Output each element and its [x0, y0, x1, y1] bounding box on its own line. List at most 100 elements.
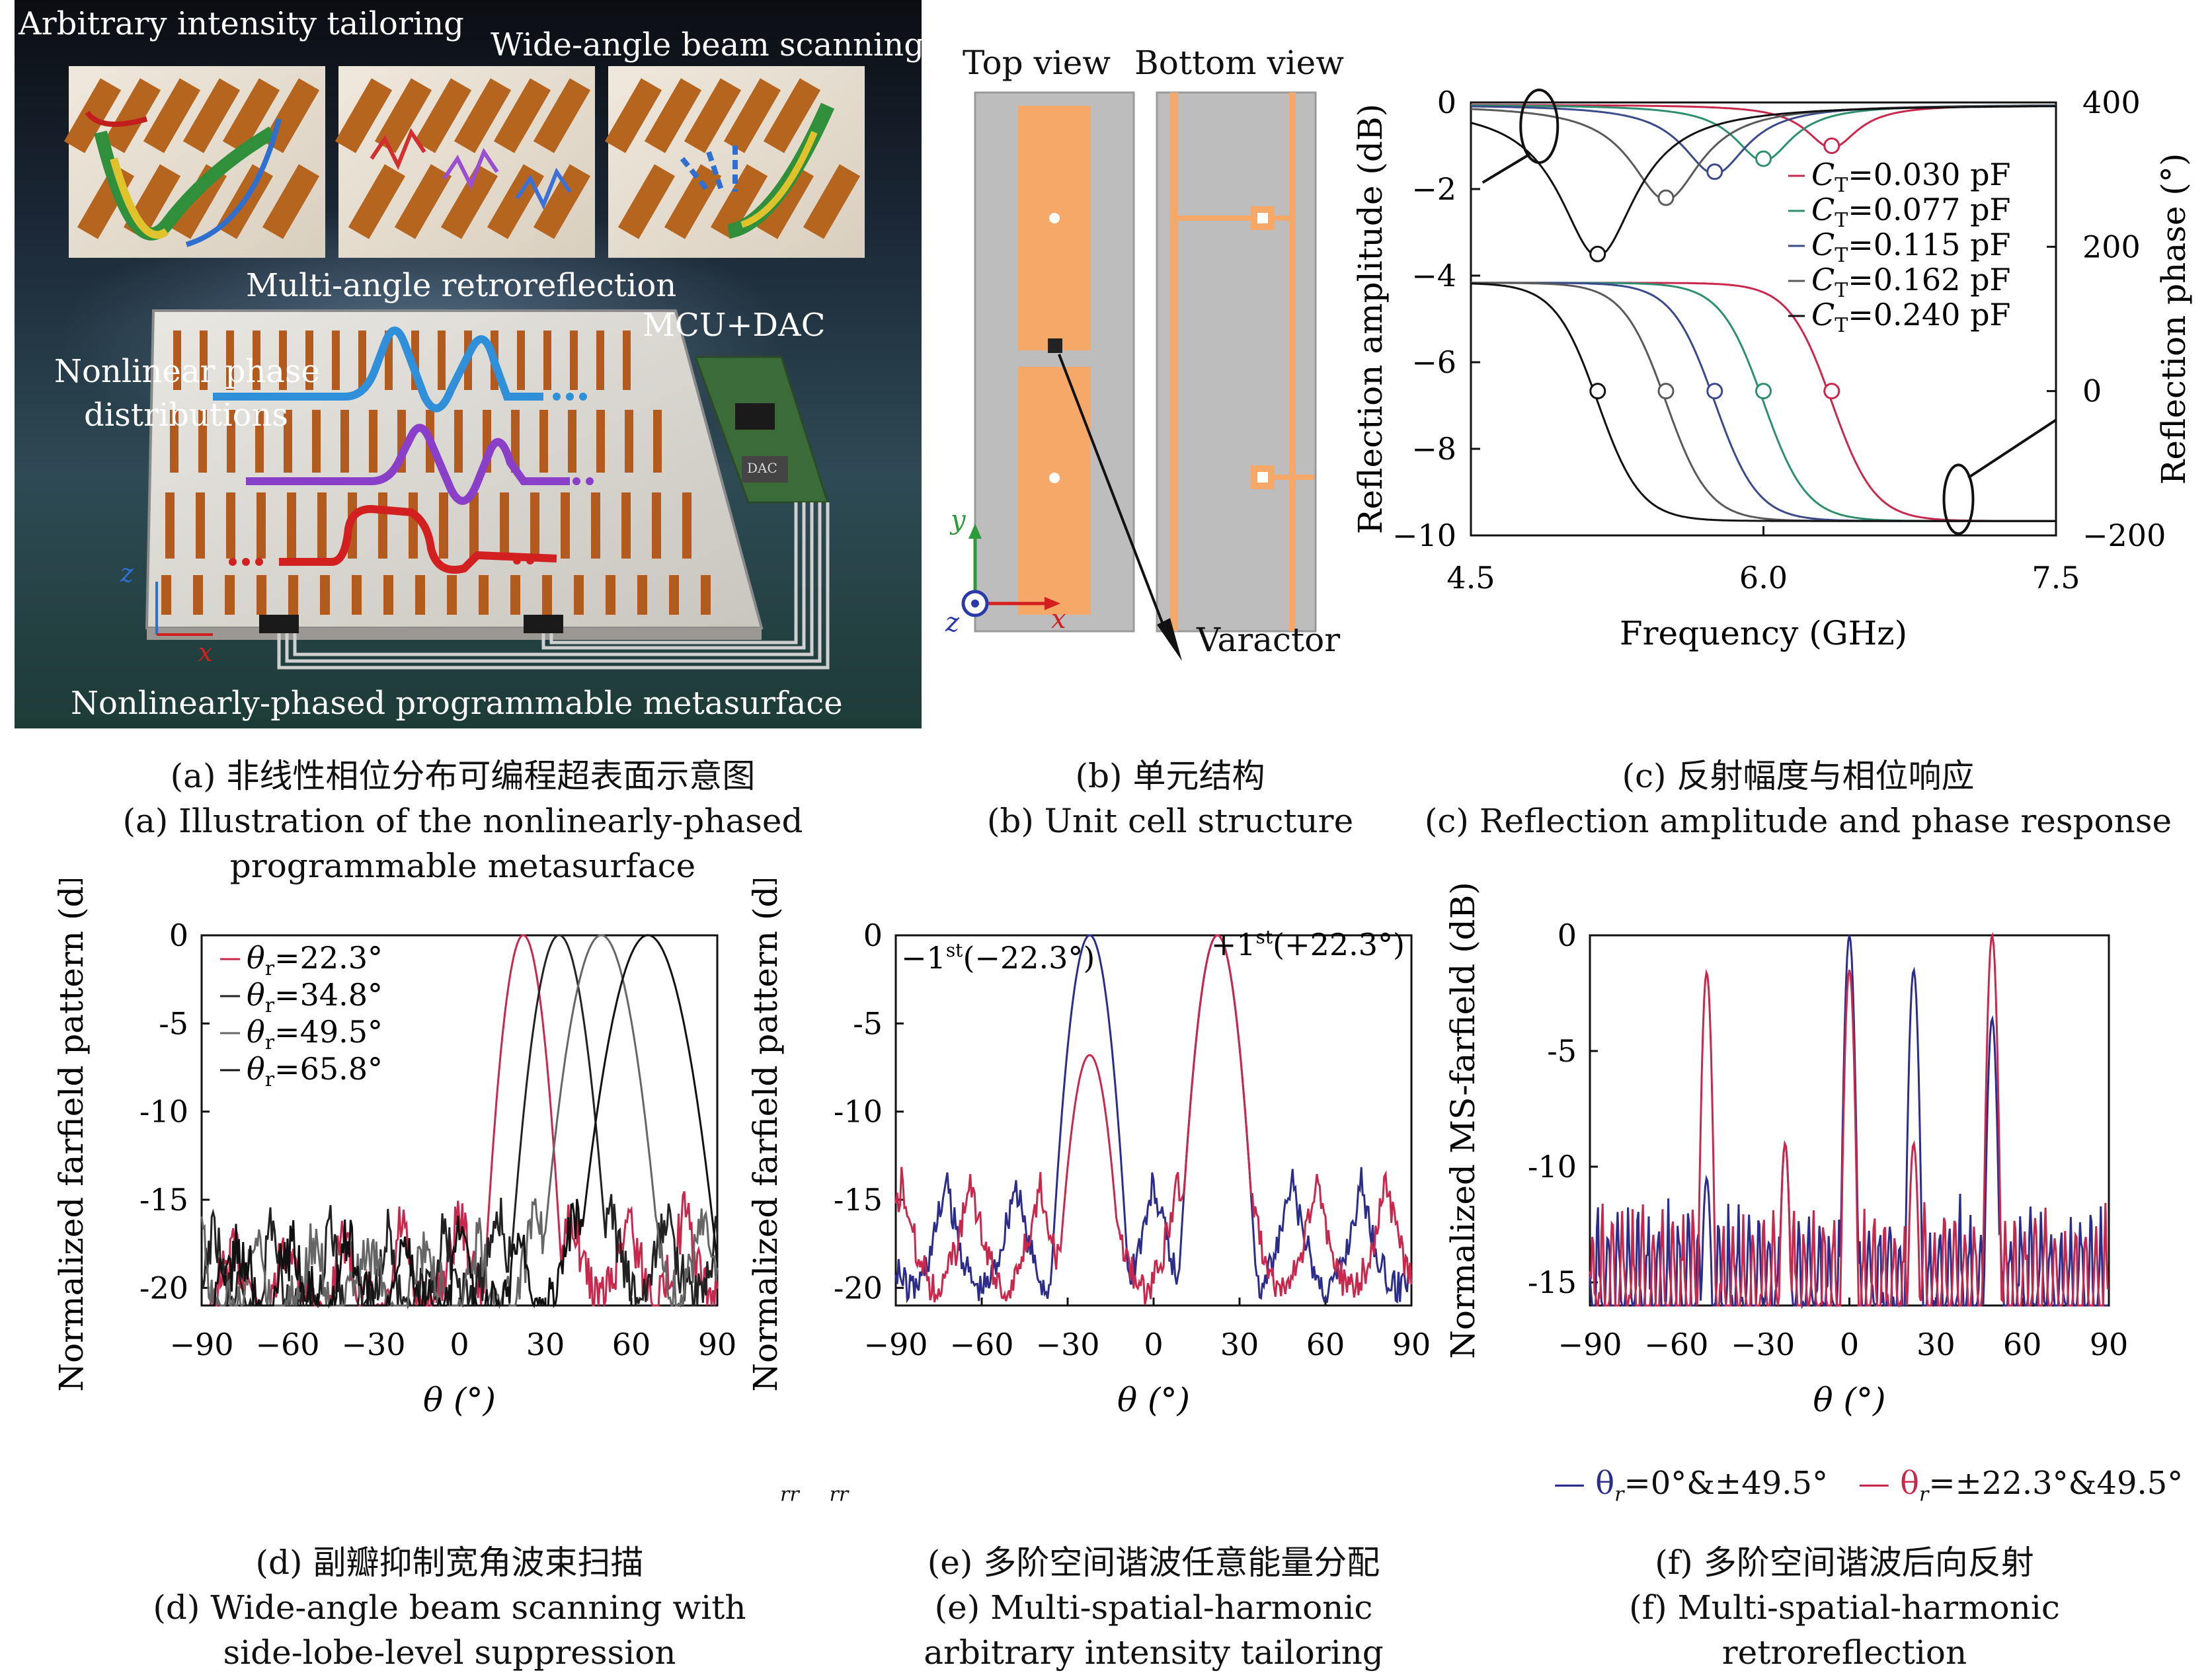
farfield-curve-0	[1589, 935, 2108, 1309]
y-tick-label: -5	[1547, 1033, 1577, 1069]
y-tick-label: -15	[139, 1182, 188, 1218]
caption-c-en: (c) Reflection amplitude and phase respo…	[1424, 802, 2172, 840]
label-mcu-dac: MCU+DAC	[643, 307, 825, 344]
amplitude-marker-2	[1706, 163, 1723, 180]
legend-f-a-tail: =0°&±49.5°	[1624, 1465, 1829, 1502]
bottom-view-label: Bottom view	[1134, 44, 1344, 82]
x-tick-label: 90	[2090, 1327, 2129, 1362]
caption-d: (d) 副瓣抑制宽角波束扫描 (d) Wide-angle beam scann…	[119, 1540, 780, 1675]
axis-x-label: x	[198, 638, 212, 667]
x-tick-label: 60	[1306, 1327, 1345, 1362]
y-tick-label: -15	[1528, 1265, 1577, 1300]
annotation-arrow-amplitude	[1481, 153, 1530, 184]
beam-scanning-chart: 0 -5 -10 -15 -20 −90 −60 −30 0 30 60 90 θ (°) Normali…	[52, 849, 737, 1419]
axis-x-label: x	[1051, 604, 1066, 635]
annotation-ellipse-amplitude	[1519, 89, 1560, 165]
y-tick-label: -5	[853, 1005, 883, 1041]
caption-e-en2: arbitrary intensity tailoring	[924, 1633, 1384, 1672]
amplitude-marker-3	[1657, 189, 1675, 206]
mcu-dac-board: DAC	[693, 356, 830, 504]
caption-c-cn: (c) 反射幅度与相位响应	[1622, 757, 1975, 795]
legend-f-b-head: — θ	[1858, 1465, 1920, 1502]
caption-d-en1: (d) Wide-angle beam scanning with	[153, 1588, 746, 1627]
dac-chip-label: DAC	[747, 460, 777, 476]
legend-f-b-tail: =±22.3°&49.5°	[1928, 1465, 2184, 1502]
x-tick-label: −60	[949, 1327, 1013, 1362]
x-tick-label: 0	[1840, 1327, 1859, 1362]
x-tick-label: 0	[1144, 1327, 1163, 1362]
legend-label-2: CT=0.115 pF	[1811, 227, 2010, 267]
phase-marker-0	[1823, 383, 1840, 400]
panel-a-illustration: DAC z x Arbitrary intensity tailoring Wi…	[15, 0, 924, 728]
x-tick-label: 30	[1916, 1327, 1955, 1362]
legend-f-item-b: — θ	[1858, 1465, 1919, 1502]
phase-marker-2	[1706, 383, 1723, 400]
annotation-plus-first: +1st(+22.3°)	[1211, 926, 1405, 962]
x-tick-label: 4.5	[1446, 560, 1495, 596]
caption-a-cn: (a) 非线性相位分布可编程超表面示意图	[170, 757, 756, 795]
x-tick-label: 60	[2003, 1327, 2042, 1362]
annotation-minus-first: −1st(−22.3°)	[901, 939, 1095, 976]
amplitude-marker-4	[1589, 245, 1606, 262]
caption-b: (b) 单元结构 (b) Unit cell structure	[939, 754, 1402, 843]
label-beam-scanning: Wide-angle beam scanning	[491, 26, 922, 63]
farfield-curve-3	[202, 934, 719, 1309]
y-right-tick-label: 400	[2082, 85, 2141, 120]
x-tick-label: 90	[698, 1327, 737, 1362]
varactor-chip	[1048, 338, 1062, 353]
phase-curve-4	[1470, 282, 2056, 522]
caption-a-en1: (a) Illustration of the nonlinearly-phas…	[122, 802, 803, 840]
panel-f-chart: 0 -5 -10 -15 −90 −60 −30 0 30 60 90 θ (°) Normalized…	[1435, 879, 2212, 1474]
farfield-curve-2	[200, 934, 719, 1309]
legend-e-a-sub1: r	[780, 1483, 790, 1506]
x-tick-label: −90	[1558, 1327, 1622, 1362]
y-tick-label: −10	[1392, 518, 1456, 553]
y-axis-label: Normalized farfield pattern (dB)	[53, 879, 91, 1392]
legend-label-4: CT=0.240 pF	[1811, 297, 2010, 337]
annotation-arrow-phase	[1967, 418, 2057, 479]
farfield-curve-1	[200, 934, 719, 1309]
y-tick-label: -20	[139, 1270, 188, 1305]
legend-e-a-sub2: r	[789, 1483, 799, 1506]
x-axis-label: θ (°)	[1813, 1381, 1885, 1419]
legend-e-b-sub2: r	[838, 1483, 849, 1506]
legend-e: rr rr	[780, 1465, 1527, 1511]
y-tick-label: −4	[1411, 258, 1456, 293]
legend-f-item-a: — θ	[1554, 1465, 1614, 1502]
x-axis-label: θ (°)	[1117, 1381, 1190, 1419]
amplitude-marker-1	[1755, 150, 1772, 167]
panel-e-chart: 0 -5 -10 -15 -20 −90 −60 −30 0 30 60 90 θ (°) Normali…	[746, 849, 1448, 1474]
caption-a-en2: programmable metasurface	[229, 847, 696, 885]
phase-marker-4	[1589, 383, 1606, 400]
panel-b-unit-cell: Top view Bottom view Varactor	[939, 26, 1362, 668]
y-tick-label: -10	[139, 1094, 188, 1130]
legend-e-b-sub1: r	[829, 1483, 839, 1506]
caption-f-en1: (f) Multi-spatial-harmonic	[1629, 1588, 2060, 1627]
label-nonlinear-phase: Nonlinear phase	[54, 353, 320, 390]
y-axis-label: Normalized farfield pattern (dB)	[747, 879, 785, 1392]
y-tick-label: −2	[1411, 171, 1456, 207]
y-tick-label: -10	[1528, 1149, 1577, 1185]
x-tick-label: −30	[1731, 1327, 1795, 1362]
legend-label-2: θr=49.5°	[247, 1014, 383, 1054]
label-programmable-metasurface: Nonlinearly-phased programmable metasurf…	[71, 685, 843, 722]
y-axis-label: Normalized MS-farfield (dB)	[1444, 882, 1482, 1359]
phase-marker-3	[1657, 383, 1675, 400]
y-tick-label: 0	[1437, 85, 1456, 120]
y-tick-label: -5	[159, 1005, 188, 1041]
caption-d-en2: side-lobe-level suppression	[223, 1633, 676, 1672]
axis-z-label: z	[945, 607, 960, 638]
caption-e: (e) 多阶空间谐波任意能量分配 (e) Multi-spatial-harmo…	[826, 1540, 1481, 1675]
x-tick-label: 30	[526, 1327, 565, 1362]
caption-f-cn: (f) 多阶空间谐波后向反射	[1655, 1543, 2034, 1582]
farfield-curve-1	[1589, 931, 2109, 1308]
legend-label-0: CT=0.030 pF	[1811, 157, 2010, 197]
legend-f-a-sub: r	[1614, 1483, 1624, 1506]
amplitude-curve-4	[1470, 105, 2057, 258]
reflection-response-chart: 0 −2 −4 −6 −8 −10 400 200 0 −200 4.5 6.0 7.5 Frequenc…	[1351, 85, 2193, 652]
legend-f: — θr=0°&±49.5° — θr=±22.3°&49.5°	[1554, 1465, 2201, 1511]
x-tick-label: −60	[1644, 1327, 1708, 1362]
metasurface-plate	[145, 309, 764, 640]
y-right-tick-label: −200	[2082, 518, 2166, 553]
x-axis-label: Frequency (GHz)	[1620, 614, 1907, 652]
